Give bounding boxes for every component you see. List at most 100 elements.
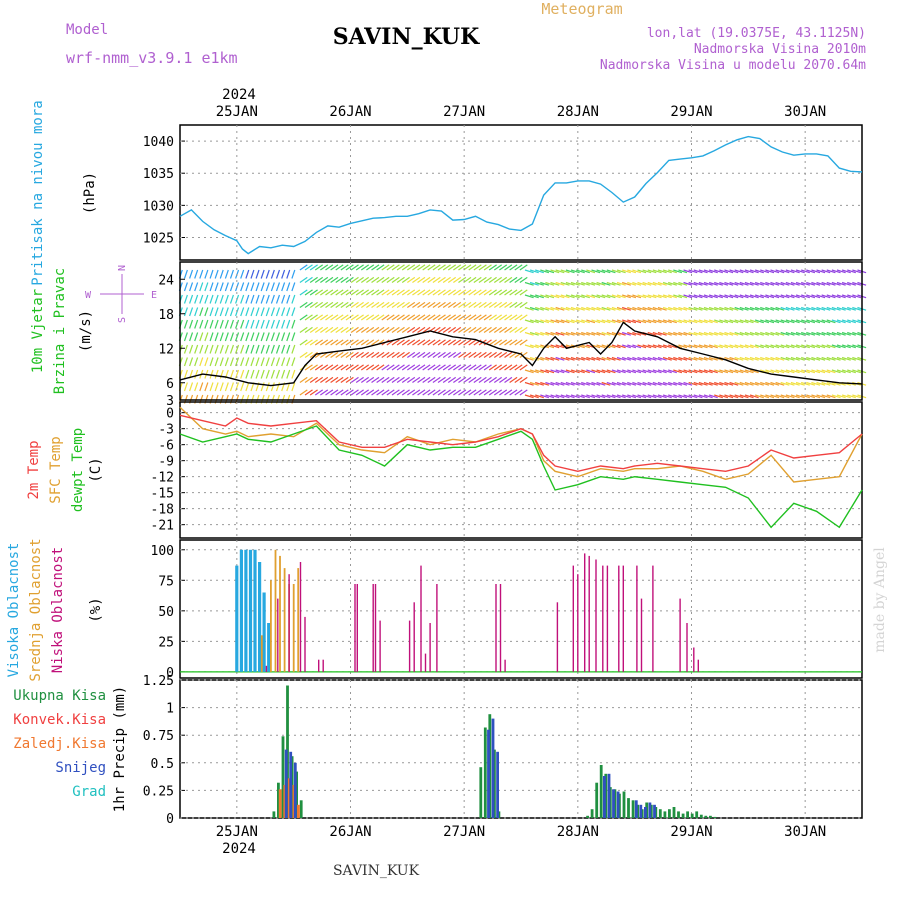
wind-barb — [703, 319, 713, 324]
wind-barb — [281, 344, 286, 354]
wind-barb — [627, 306, 637, 311]
wind-barb — [437, 314, 446, 321]
wind-barb — [708, 394, 718, 399]
wind-barb — [550, 269, 560, 274]
credit-text: made by Angel — [872, 547, 888, 653]
wind-barb — [432, 339, 441, 346]
wind-barb — [652, 331, 662, 336]
wind-barb — [642, 394, 652, 399]
wind-barb — [314, 389, 324, 396]
wind-barb — [795, 356, 805, 361]
wind-barb — [816, 394, 826, 399]
wind-barb — [770, 356, 780, 361]
wind-barb — [355, 276, 364, 283]
wind-barb — [688, 356, 698, 361]
wind-barb — [760, 281, 770, 286]
wind-barb — [591, 306, 601, 311]
wind-barb — [350, 264, 359, 271]
wind-barb — [422, 264, 431, 271]
wind-barb — [381, 364, 390, 371]
wind-barb — [749, 319, 759, 324]
wind-barb — [286, 269, 291, 279]
wind-barb — [698, 319, 708, 324]
wind-barb — [524, 356, 534, 361]
wind-barb — [627, 281, 637, 286]
wind-barb — [275, 344, 281, 354]
wind-barb — [826, 356, 836, 361]
wind-barb — [468, 364, 477, 371]
wind-barb — [632, 331, 642, 336]
wind-barb — [270, 294, 275, 304]
wind-barb — [281, 294, 286, 304]
wind-barb — [831, 331, 841, 336]
cloud-unit: (%) — [88, 597, 104, 622]
wind-barb — [291, 369, 296, 379]
wind-barb — [790, 356, 800, 361]
wind-barb — [581, 319, 590, 324]
wind-barb — [524, 344, 534, 349]
wind-barb — [688, 369, 698, 374]
wind-barb — [381, 376, 390, 383]
wind-barb — [795, 369, 805, 374]
wind-barb — [616, 331, 626, 336]
wind-barb — [350, 364, 359, 371]
wind-barb — [229, 282, 234, 292]
wind-barb — [780, 306, 790, 311]
precip-bar-0 — [658, 809, 662, 818]
wind-barb — [291, 319, 296, 329]
wind-barb — [831, 381, 841, 386]
wind-barb — [642, 294, 652, 299]
wind-barb — [729, 394, 739, 399]
wind-barb — [540, 281, 550, 286]
wind-barb — [519, 351, 528, 358]
wind-barb — [314, 264, 324, 271]
wind-barb — [591, 269, 601, 274]
wind-barb — [309, 314, 318, 321]
wind-barb — [229, 319, 234, 329]
wind-barb — [698, 331, 708, 336]
wind-barb — [463, 276, 472, 283]
wind-barb — [652, 319, 662, 324]
cloud-bar-2 — [322, 659, 324, 672]
wind-barb — [703, 306, 713, 311]
wind-barb — [662, 344, 672, 349]
wind-barb — [209, 344, 214, 354]
wind-barb — [703, 394, 713, 399]
wind-barb — [437, 289, 446, 296]
wind-barb — [204, 282, 209, 292]
wind-barb — [770, 331, 780, 336]
wind-barb — [852, 306, 862, 311]
wind-barb — [545, 369, 555, 374]
wind-barb — [458, 389, 467, 396]
wind-barb — [355, 326, 364, 333]
wind-barb — [662, 319, 672, 324]
wind-barb — [401, 289, 410, 296]
wind-barb — [214, 282, 219, 292]
wind-barb — [214, 294, 219, 304]
wind-barb — [806, 369, 816, 374]
wind-barb — [509, 301, 518, 308]
wind-barb — [350, 339, 359, 346]
wind-barb — [529, 369, 539, 374]
precip-ytick-label: 0.5 — [151, 757, 174, 772]
wind-barb — [550, 294, 560, 299]
wind-barb — [519, 364, 528, 371]
wind-barb — [509, 276, 518, 283]
wind-barb — [447, 389, 457, 396]
wind-barb — [422, 389, 431, 396]
wind-barb — [304, 289, 313, 296]
day-label-top: 26JAN — [329, 104, 371, 120]
wind-barb — [422, 339, 431, 346]
wind-barb — [795, 294, 805, 299]
wind-barb — [775, 344, 785, 349]
wind-barb — [698, 356, 708, 361]
wind-barb — [265, 357, 270, 367]
wind-barb — [401, 351, 410, 358]
wind-barb — [749, 294, 759, 299]
wind-barb — [647, 269, 657, 274]
wind-barb — [524, 269, 534, 274]
wind-barb — [235, 332, 240, 342]
wind-barb — [841, 319, 851, 324]
wind-barb — [325, 276, 334, 283]
wind-barb — [545, 294, 555, 299]
